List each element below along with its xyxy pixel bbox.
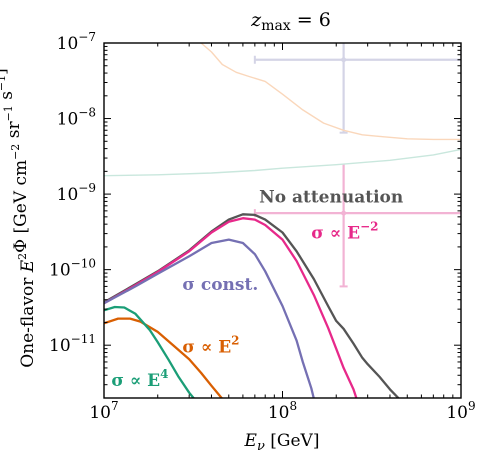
- y-tick-label: 10−9: [57, 181, 96, 205]
- axis-labels: 107 108 109 10−11 10−10 10−9 10−8 10−7 Eν [GeV] O…: [0, 30, 476, 454]
- reference-curve-6: [104, 148, 461, 177]
- annotation-sigma-prop-e4: σ ∝ E4: [111, 367, 168, 391]
- axis-ticks: [103, 42, 461, 399]
- plot-frame: [103, 42, 462, 399]
- plot-title-group: zmax = 6: [250, 9, 331, 34]
- y-tick-label: 10−7: [57, 30, 96, 54]
- y-tick-label: 10−10: [49, 257, 96, 281]
- x-tick-label: 109: [446, 399, 475, 423]
- error-points-layer: [253, 43, 461, 288]
- error-point-1: [341, 57, 347, 63]
- series-line-sigma-const: [104, 238, 315, 398]
- annotation-sigma-prop-em2: σ ∝ E−2: [311, 219, 378, 243]
- error-point-0: [341, 210, 347, 216]
- x-tick-label: 107: [89, 399, 118, 423]
- y-tick-label: 10−8: [57, 106, 96, 130]
- reference-curve-5: [200, 43, 461, 141]
- series-annotations: No attenuation σ ∝ E−2 σ const. σ ∝ E2 σ ∝ E…: [111, 188, 403, 391]
- series-line-sigma-prop-e2: [104, 317, 224, 398]
- series-layer: [104, 43, 461, 398]
- plot-title: zmax = 6: [250, 9, 331, 34]
- series-line-sigma-prop-e4: [104, 305, 196, 398]
- annotation-sigma-const: σ const.: [182, 275, 258, 295]
- annotation-no-attenuation: No attenuation: [259, 188, 403, 208]
- series-line-sigma-prop-em2: [104, 217, 358, 398]
- y-axis-label: One-flavor E2Φ [GeV cm−2 sr−1 s−1]: [0, 68, 38, 368]
- x-tick-label: 108: [268, 399, 297, 423]
- annotation-sigma-prop-e2: σ ∝ E2: [182, 334, 239, 358]
- x-axis-label: Eν [GeV]: [244, 431, 320, 454]
- y-tick-label: 10−11: [49, 332, 96, 356]
